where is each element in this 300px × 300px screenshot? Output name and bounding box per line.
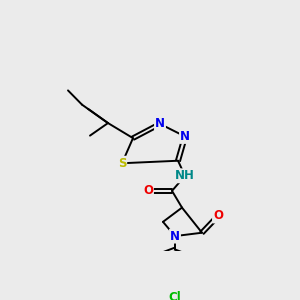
Text: S: S	[118, 157, 126, 170]
Text: N: N	[155, 117, 165, 130]
Text: O: O	[143, 184, 153, 197]
Text: Cl: Cl	[169, 291, 182, 300]
Text: O: O	[213, 209, 223, 223]
Text: N: N	[170, 230, 180, 243]
Text: NH: NH	[175, 169, 195, 182]
Text: N: N	[180, 130, 190, 143]
